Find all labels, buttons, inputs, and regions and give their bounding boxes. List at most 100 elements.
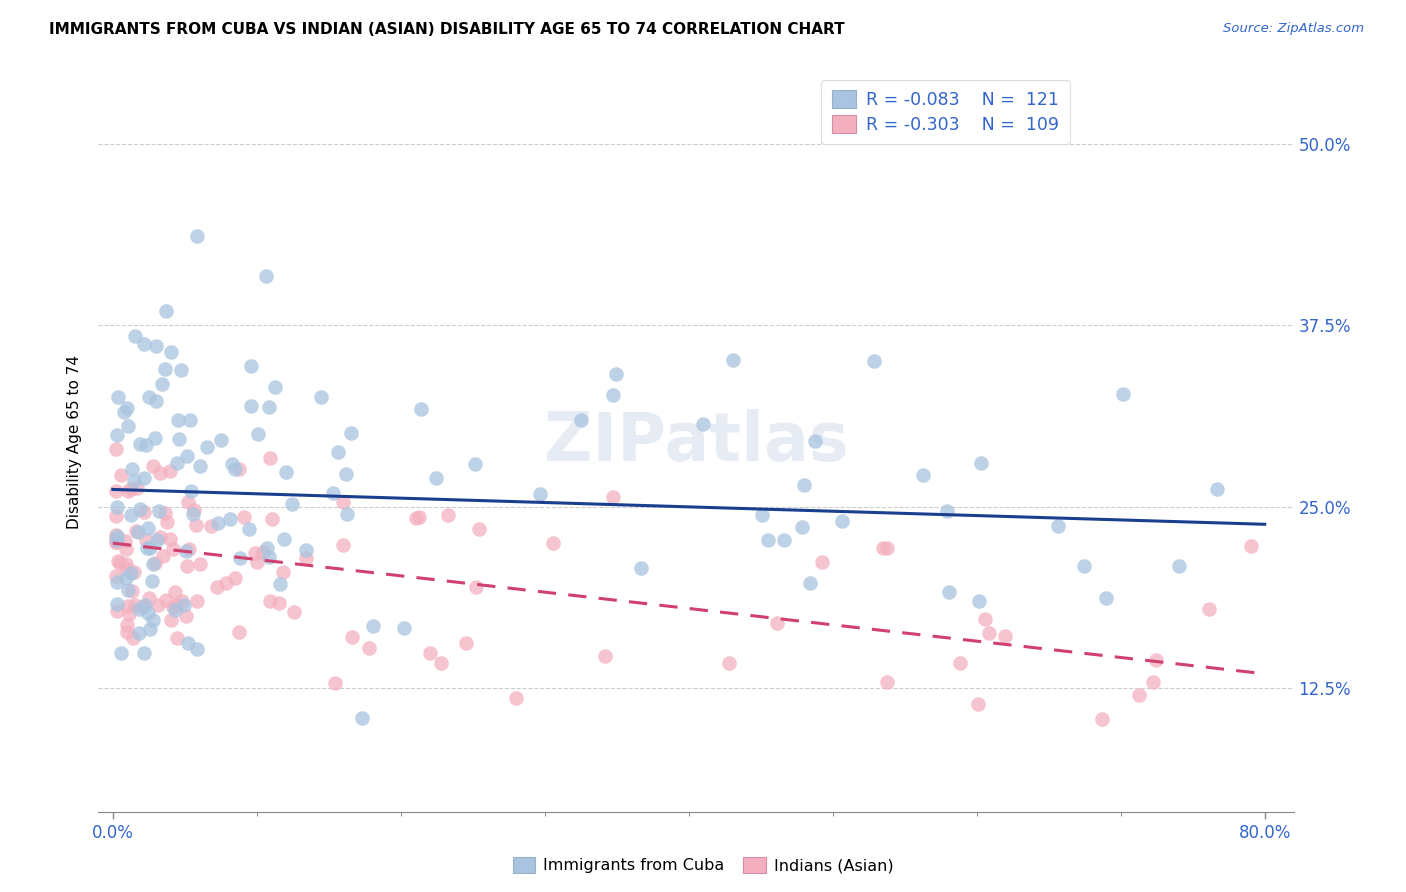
- Point: [912, 467, 935, 482]
- Y-axis label: Disability Age 65 to 74: Disability Age 65 to 74: [67, 354, 83, 529]
- Point: [105, 598, 128, 612]
- Point: [128, 601, 150, 615]
- Point: [155, 304, 177, 318]
- Point: [429, 656, 451, 670]
- Point: [141, 574, 163, 589]
- Point: [146, 533, 169, 547]
- Point: [224, 462, 246, 476]
- Point: [630, 561, 652, 575]
- Point: [162, 542, 184, 557]
- Point: [792, 520, 814, 534]
- Point: [1112, 387, 1135, 401]
- Point: [238, 522, 260, 536]
- Text: IMMIGRANTS FROM CUBA VS INDIAN (ASIAN) DISABILITY AGE 65 TO 74 CORRELATION CHART: IMMIGRANTS FROM CUBA VS INDIAN (ASIAN) D…: [49, 22, 845, 37]
- Point: [153, 506, 176, 520]
- Point: [107, 554, 129, 568]
- Point: [273, 532, 295, 546]
- Point: [863, 354, 886, 368]
- Point: [177, 542, 200, 557]
- Point: [1168, 558, 1191, 573]
- Point: [159, 345, 181, 359]
- Point: [148, 504, 170, 518]
- Point: [138, 390, 160, 404]
- Point: [974, 612, 997, 626]
- Point: [283, 605, 305, 619]
- Point: [425, 471, 447, 485]
- Point: [148, 599, 170, 613]
- Point: [357, 640, 380, 655]
- Point: [211, 434, 233, 448]
- Point: [104, 509, 127, 524]
- Point: [105, 428, 128, 442]
- Point: [150, 376, 173, 391]
- Point: [139, 541, 162, 556]
- Point: [1144, 653, 1167, 667]
- Point: [159, 464, 181, 478]
- Point: [145, 431, 167, 445]
- Point: [128, 502, 150, 516]
- Point: [104, 531, 127, 545]
- Point: [246, 426, 269, 441]
- Point: [181, 507, 204, 521]
- Point: [949, 656, 972, 670]
- Point: [166, 456, 188, 470]
- Point: [793, 478, 815, 492]
- Legend: R = -0.083    N =  121, R = -0.303    N =  109: R = -0.083 N = 121, R = -0.303 N = 109: [821, 80, 1070, 145]
- Point: [115, 562, 138, 576]
- Point: [118, 607, 141, 622]
- Point: [135, 533, 157, 547]
- Point: [264, 380, 287, 394]
- Point: [176, 558, 198, 573]
- Point: [190, 558, 212, 572]
- Point: [332, 538, 354, 552]
- Point: [602, 388, 624, 402]
- Point: [120, 566, 142, 580]
- Point: [977, 625, 1000, 640]
- Point: [132, 599, 155, 614]
- Point: [105, 575, 128, 590]
- Point: [766, 616, 789, 631]
- Text: ZIPatlas: ZIPatlas: [544, 409, 848, 475]
- Point: [105, 500, 128, 514]
- Point: [243, 546, 266, 560]
- Point: [149, 466, 172, 480]
- Point: [1047, 519, 1070, 533]
- Point: [104, 527, 127, 541]
- Point: [408, 510, 430, 524]
- Point: [117, 419, 139, 434]
- Point: [468, 522, 491, 536]
- Point: [215, 576, 238, 591]
- Point: [967, 593, 990, 607]
- Point: [184, 518, 207, 533]
- Point: [160, 613, 183, 627]
- Point: [529, 487, 551, 501]
- Point: [132, 505, 155, 519]
- Point: [117, 599, 139, 614]
- Point: [115, 542, 138, 557]
- Point: [177, 495, 200, 509]
- Point: [1128, 689, 1150, 703]
- Point: [938, 584, 960, 599]
- Point: [259, 451, 281, 466]
- Point: [134, 337, 156, 351]
- Point: [773, 533, 796, 548]
- Point: [332, 495, 354, 509]
- Point: [138, 591, 160, 605]
- Point: [505, 691, 527, 706]
- Point: [105, 604, 128, 618]
- Point: [811, 555, 834, 569]
- Point: [125, 481, 148, 495]
- Point: [135, 438, 157, 452]
- Point: [569, 413, 592, 427]
- Point: [124, 598, 146, 612]
- Point: [322, 485, 344, 500]
- Point: [179, 413, 201, 427]
- Point: [1142, 675, 1164, 690]
- Legend: Immigrants from Cuba, Indians (Asian): Immigrants from Cuba, Indians (Asian): [506, 850, 900, 880]
- Point: [124, 329, 146, 343]
- Point: [218, 512, 240, 526]
- Point: [228, 461, 250, 475]
- Point: [124, 565, 146, 579]
- Point: [129, 437, 152, 451]
- Point: [335, 467, 357, 481]
